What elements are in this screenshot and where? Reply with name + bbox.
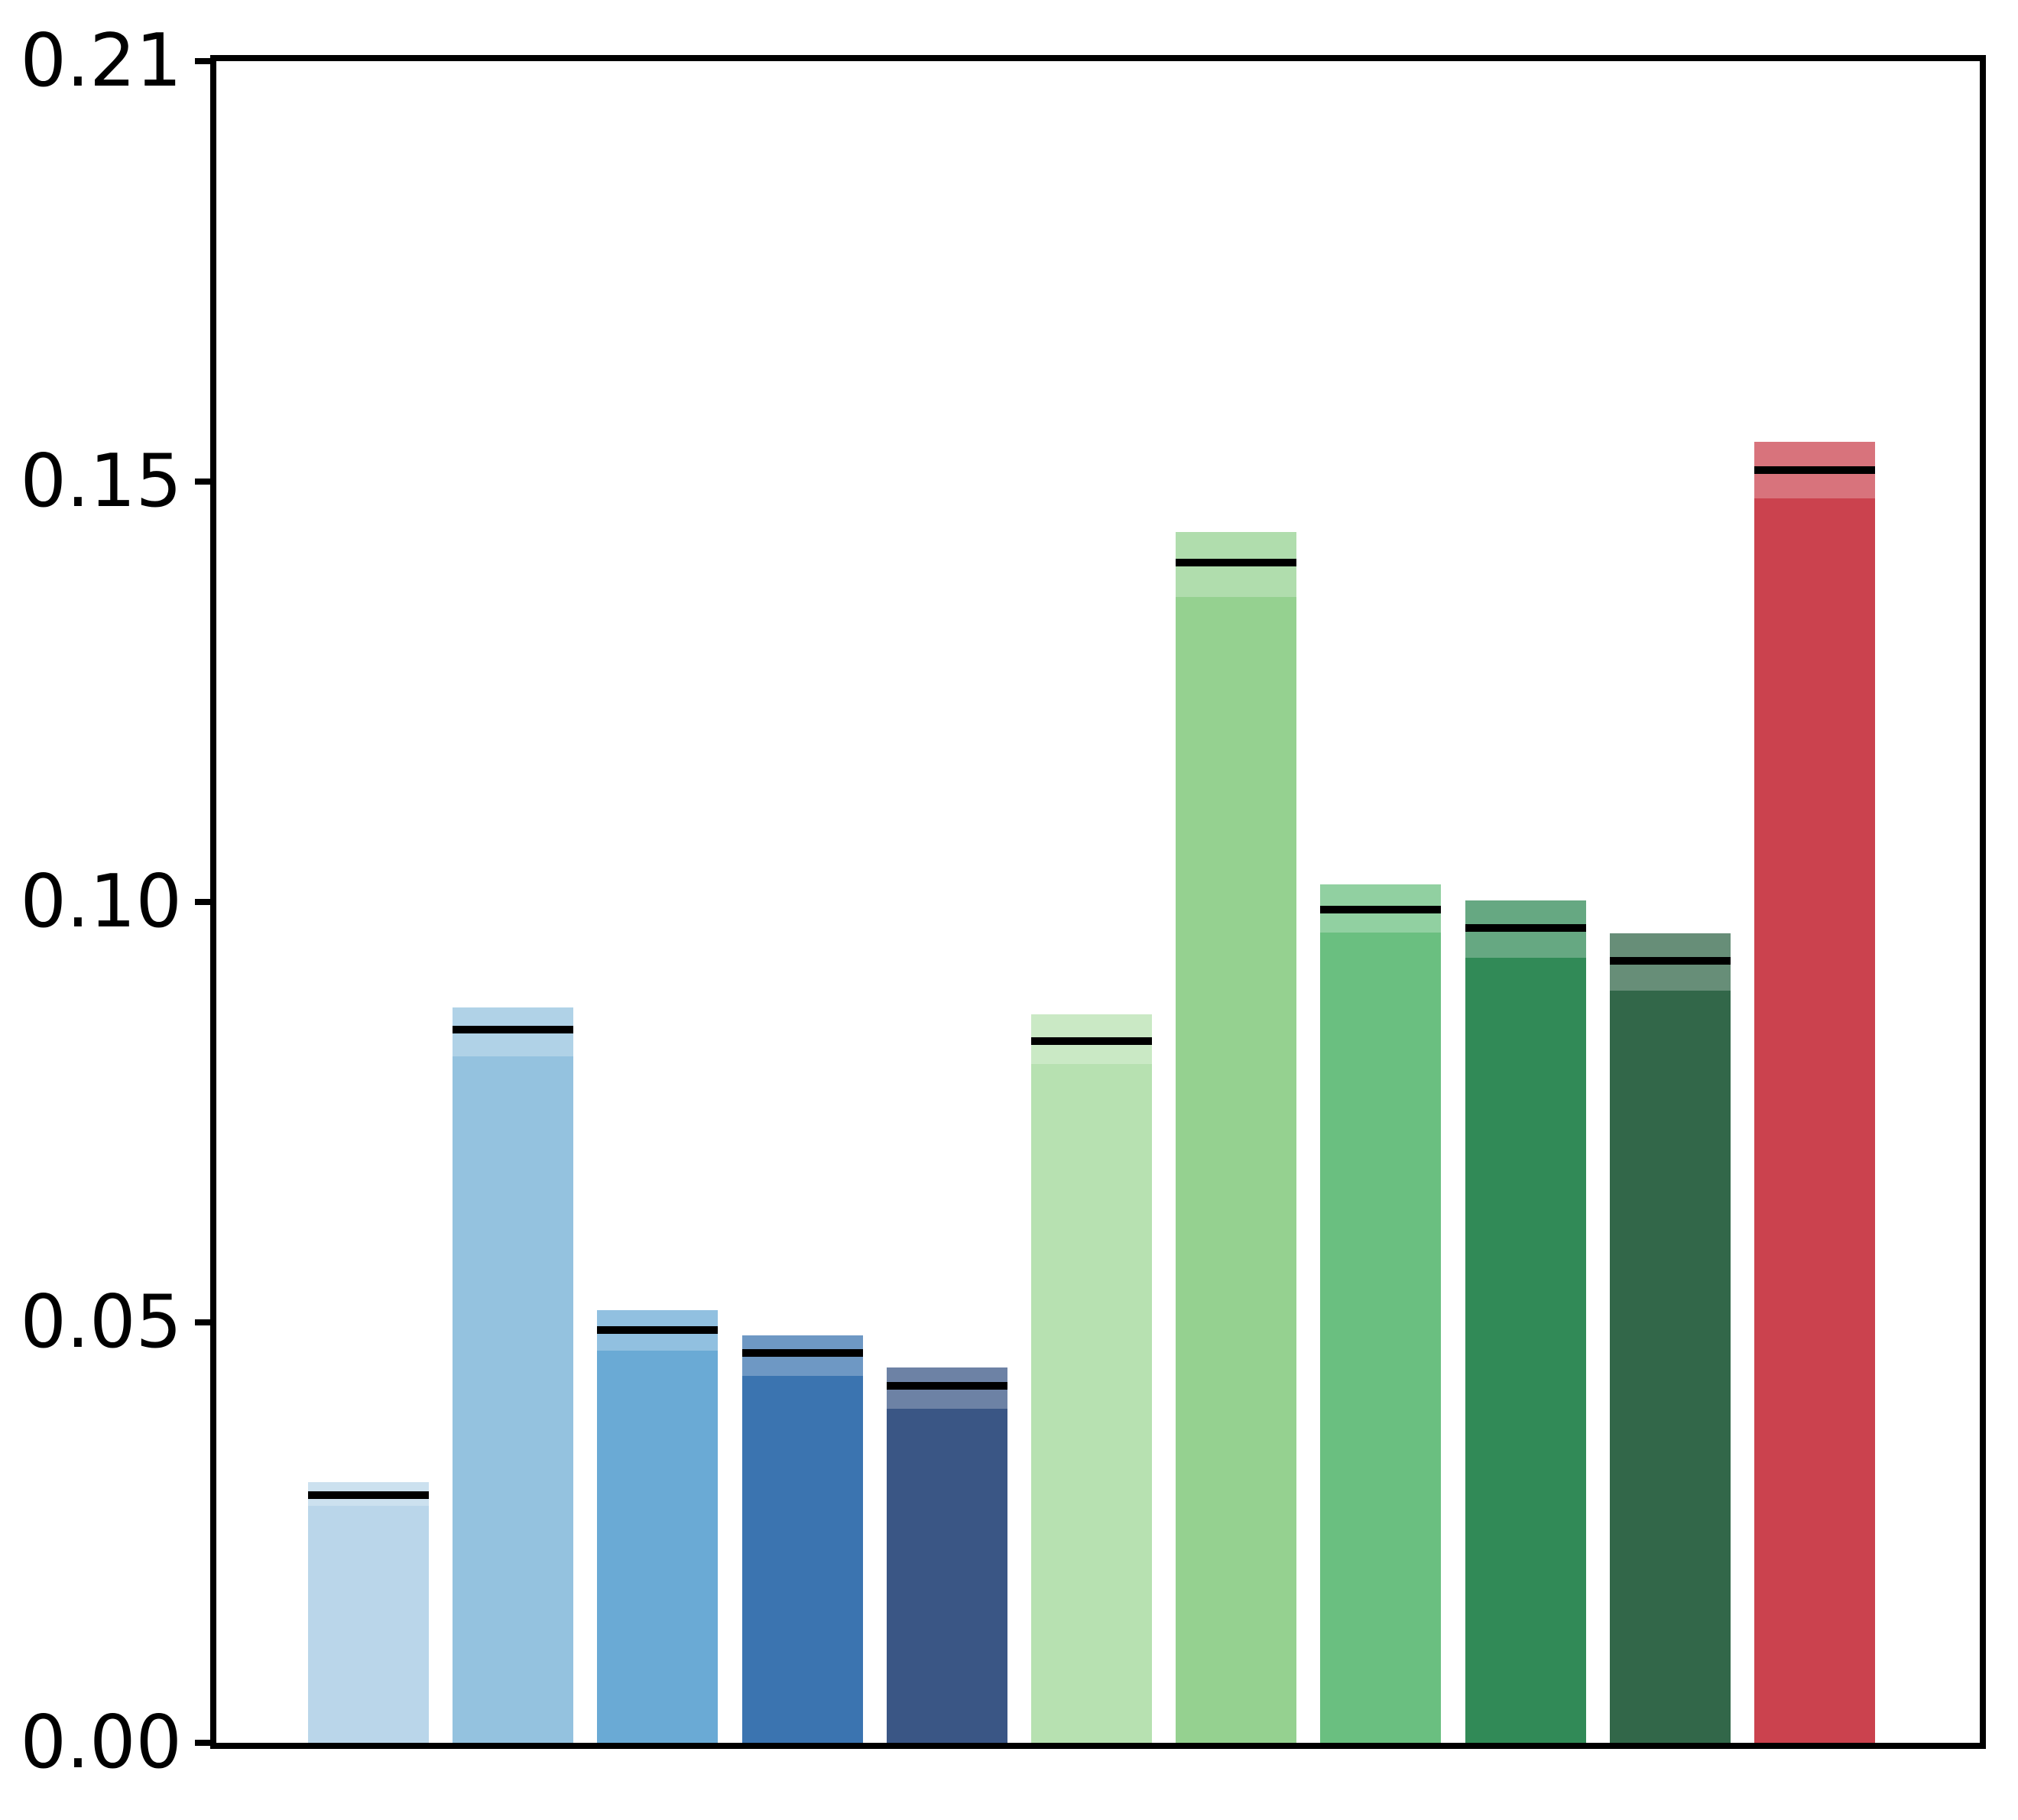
mean-line bbox=[1320, 905, 1442, 913]
bar-green-2 bbox=[1176, 61, 1297, 1743]
bar-solid bbox=[1609, 990, 1731, 1743]
bar-blue-4 bbox=[741, 61, 863, 1743]
bar-solid bbox=[308, 1505, 429, 1743]
y-tick-mark bbox=[195, 58, 216, 64]
y-tick-mark bbox=[195, 899, 216, 905]
bar-solid bbox=[1754, 498, 1875, 1743]
bar-solid bbox=[741, 1376, 863, 1743]
y-tick-label: 0.21 bbox=[20, 19, 182, 103]
mean-line bbox=[741, 1348, 863, 1357]
bar-red-1 bbox=[1754, 61, 1875, 1743]
y-tick-label: 0.10 bbox=[20, 860, 182, 944]
plot-area bbox=[210, 55, 1986, 1749]
y-tick-label: 0.00 bbox=[20, 1701, 182, 1785]
bar-solid bbox=[597, 1351, 719, 1743]
bar-green-5 bbox=[1609, 61, 1731, 1743]
bar-solid bbox=[1465, 957, 1586, 1743]
y-tick-mark bbox=[195, 479, 216, 485]
bar-solid bbox=[1320, 932, 1442, 1743]
bar-blue-3 bbox=[597, 61, 719, 1743]
y-tick-mark bbox=[195, 1740, 216, 1746]
mean-line bbox=[1031, 1037, 1152, 1045]
bar-blue-2 bbox=[453, 61, 574, 1743]
mean-line bbox=[597, 1325, 719, 1334]
mean-line bbox=[1176, 558, 1297, 566]
bar-blue-1 bbox=[308, 61, 429, 1743]
bar-blue-5 bbox=[886, 61, 1007, 1743]
y-tick-mark bbox=[195, 1319, 216, 1325]
mean-line bbox=[886, 1381, 1007, 1390]
y-tick-label: 0.05 bbox=[20, 1280, 182, 1364]
mean-line bbox=[1465, 924, 1586, 933]
bar-solid bbox=[453, 1056, 574, 1743]
bar-solid bbox=[886, 1409, 1007, 1743]
y-tick-label: 0.15 bbox=[20, 440, 182, 524]
bar-green-3 bbox=[1320, 61, 1442, 1743]
mean-line bbox=[308, 1491, 429, 1499]
mean-line bbox=[1754, 466, 1875, 474]
bar-solid bbox=[1176, 596, 1297, 1743]
bar-green-4 bbox=[1465, 61, 1586, 1743]
bar-green-1 bbox=[1031, 61, 1152, 1743]
mean-line bbox=[1609, 957, 1731, 965]
bar-solid bbox=[1031, 1064, 1152, 1743]
mean-line bbox=[453, 1026, 574, 1034]
